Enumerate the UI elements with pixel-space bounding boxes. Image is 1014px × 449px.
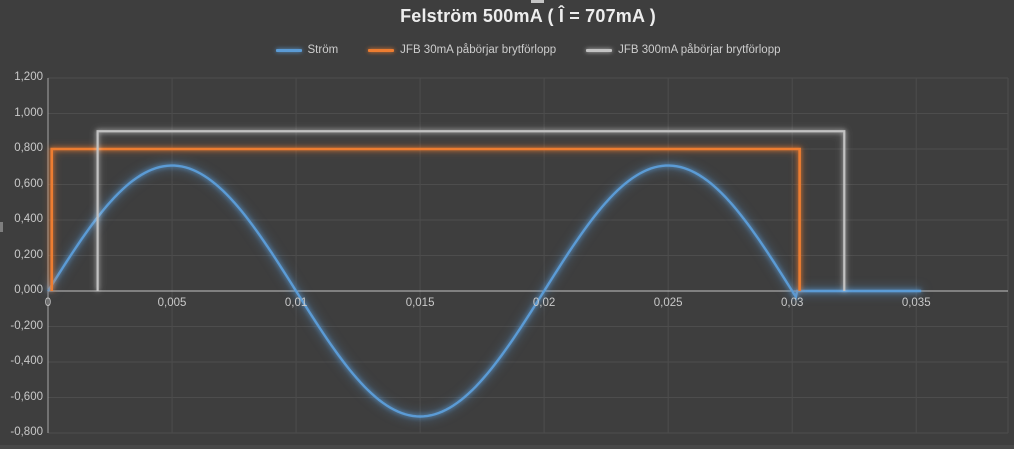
y-tick-label: -0,600: [10, 390, 43, 403]
x-tick-label: 0,005: [157, 297, 187, 309]
legend-label-jfb-300ma: JFB 300mA påbörjar brytförlopp: [618, 44, 781, 56]
jfb-300ma-line: [96, 130, 846, 291]
chart-title: Felström 500mA ( Î = 707mA ): [400, 6, 656, 26]
y-tick-label: -0,200: [10, 319, 43, 332]
y-tick-label: 0,000: [14, 284, 43, 296]
chart-legend: Ström JFB 30mA påbörjar brytförlopp JFB …: [48, 44, 1008, 56]
sheet-edge-strip: [0, 445, 1014, 449]
y-tick-label: -0,800: [10, 426, 43, 438]
x-tick-label: 0,025: [653, 297, 683, 309]
y-tick-label: 0,400: [14, 213, 43, 225]
x-tick-label: 0,015: [405, 297, 435, 309]
legend-line-swatch-gray-icon: [586, 48, 613, 52]
x-tick-label: 0,01: [284, 297, 308, 309]
legend-line-swatch-blue-icon: [275, 48, 302, 52]
legend-item-strom[interactable]: Ström: [275, 44, 339, 56]
legend-label-strom: Ström: [307, 44, 339, 56]
y-tick-label: 0,200: [14, 248, 43, 261]
y-tick-label: 0,600: [14, 177, 43, 190]
legend-item-jfb-300ma[interactable]: JFB 300mA påbörjar brytförlopp: [586, 44, 781, 56]
y-tick-label: 1,200: [14, 71, 43, 83]
x-tick-label: 0,035: [901, 297, 931, 309]
cut-off-text-fragment: [531, 0, 544, 3]
strom-line: [46, 164, 922, 418]
jfb-30ma-line: [50, 147, 801, 291]
x-tick-label: 0,02: [532, 297, 556, 309]
legend-line-swatch-orange-icon: [368, 48, 395, 52]
y-tick-label: 1,000: [14, 106, 43, 119]
cut-off-text-fragment: [0, 222, 3, 232]
x-tick-label: 0: [44, 297, 52, 309]
legend-label-jfb-30ma: JFB 30mA påbörjar brytförlopp: [400, 44, 557, 56]
x-tick-label: 0,03: [780, 297, 804, 309]
y-tick-label: 0,800: [14, 142, 43, 154]
y-tick-label: -0,400: [10, 355, 43, 367]
legend-item-jfb-30ma[interactable]: JFB 30mA påbörjar brytförlopp: [368, 44, 556, 56]
